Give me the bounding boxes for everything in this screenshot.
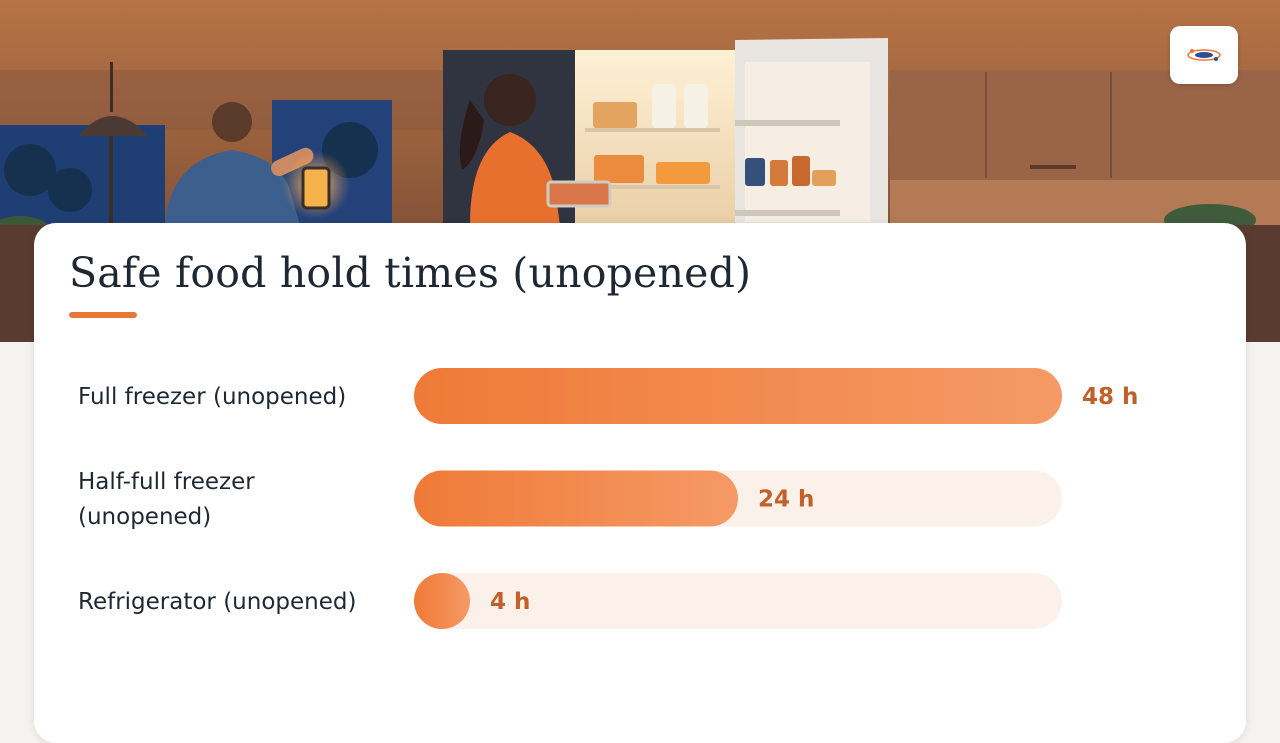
bar-chart: Full freezer (unopened) 48 h Half-full fre… xyxy=(78,368,1138,629)
category-label: (unopened) xyxy=(78,504,211,530)
chart-card: Safe food hold times (unopened) Full fre… xyxy=(34,223,1246,743)
brand-logo-icon xyxy=(1187,49,1221,61)
bar xyxy=(414,573,470,629)
value-label: 48 h xyxy=(1082,384,1138,410)
bar-track xyxy=(414,573,1062,629)
chart-title: Safe food hold times (unopened) xyxy=(69,249,752,297)
bar xyxy=(414,470,738,527)
brand-logo xyxy=(1170,26,1238,84)
title-accent-bar xyxy=(69,312,137,318)
value-label: 4 h xyxy=(490,589,530,615)
bar xyxy=(414,368,1062,424)
value-label: 24 h xyxy=(758,487,814,513)
category-label: Refrigerator (unopened) xyxy=(78,589,356,615)
category-label: Half-full freezer xyxy=(78,469,255,495)
category-label: Full freezer (unopened) xyxy=(78,384,346,410)
